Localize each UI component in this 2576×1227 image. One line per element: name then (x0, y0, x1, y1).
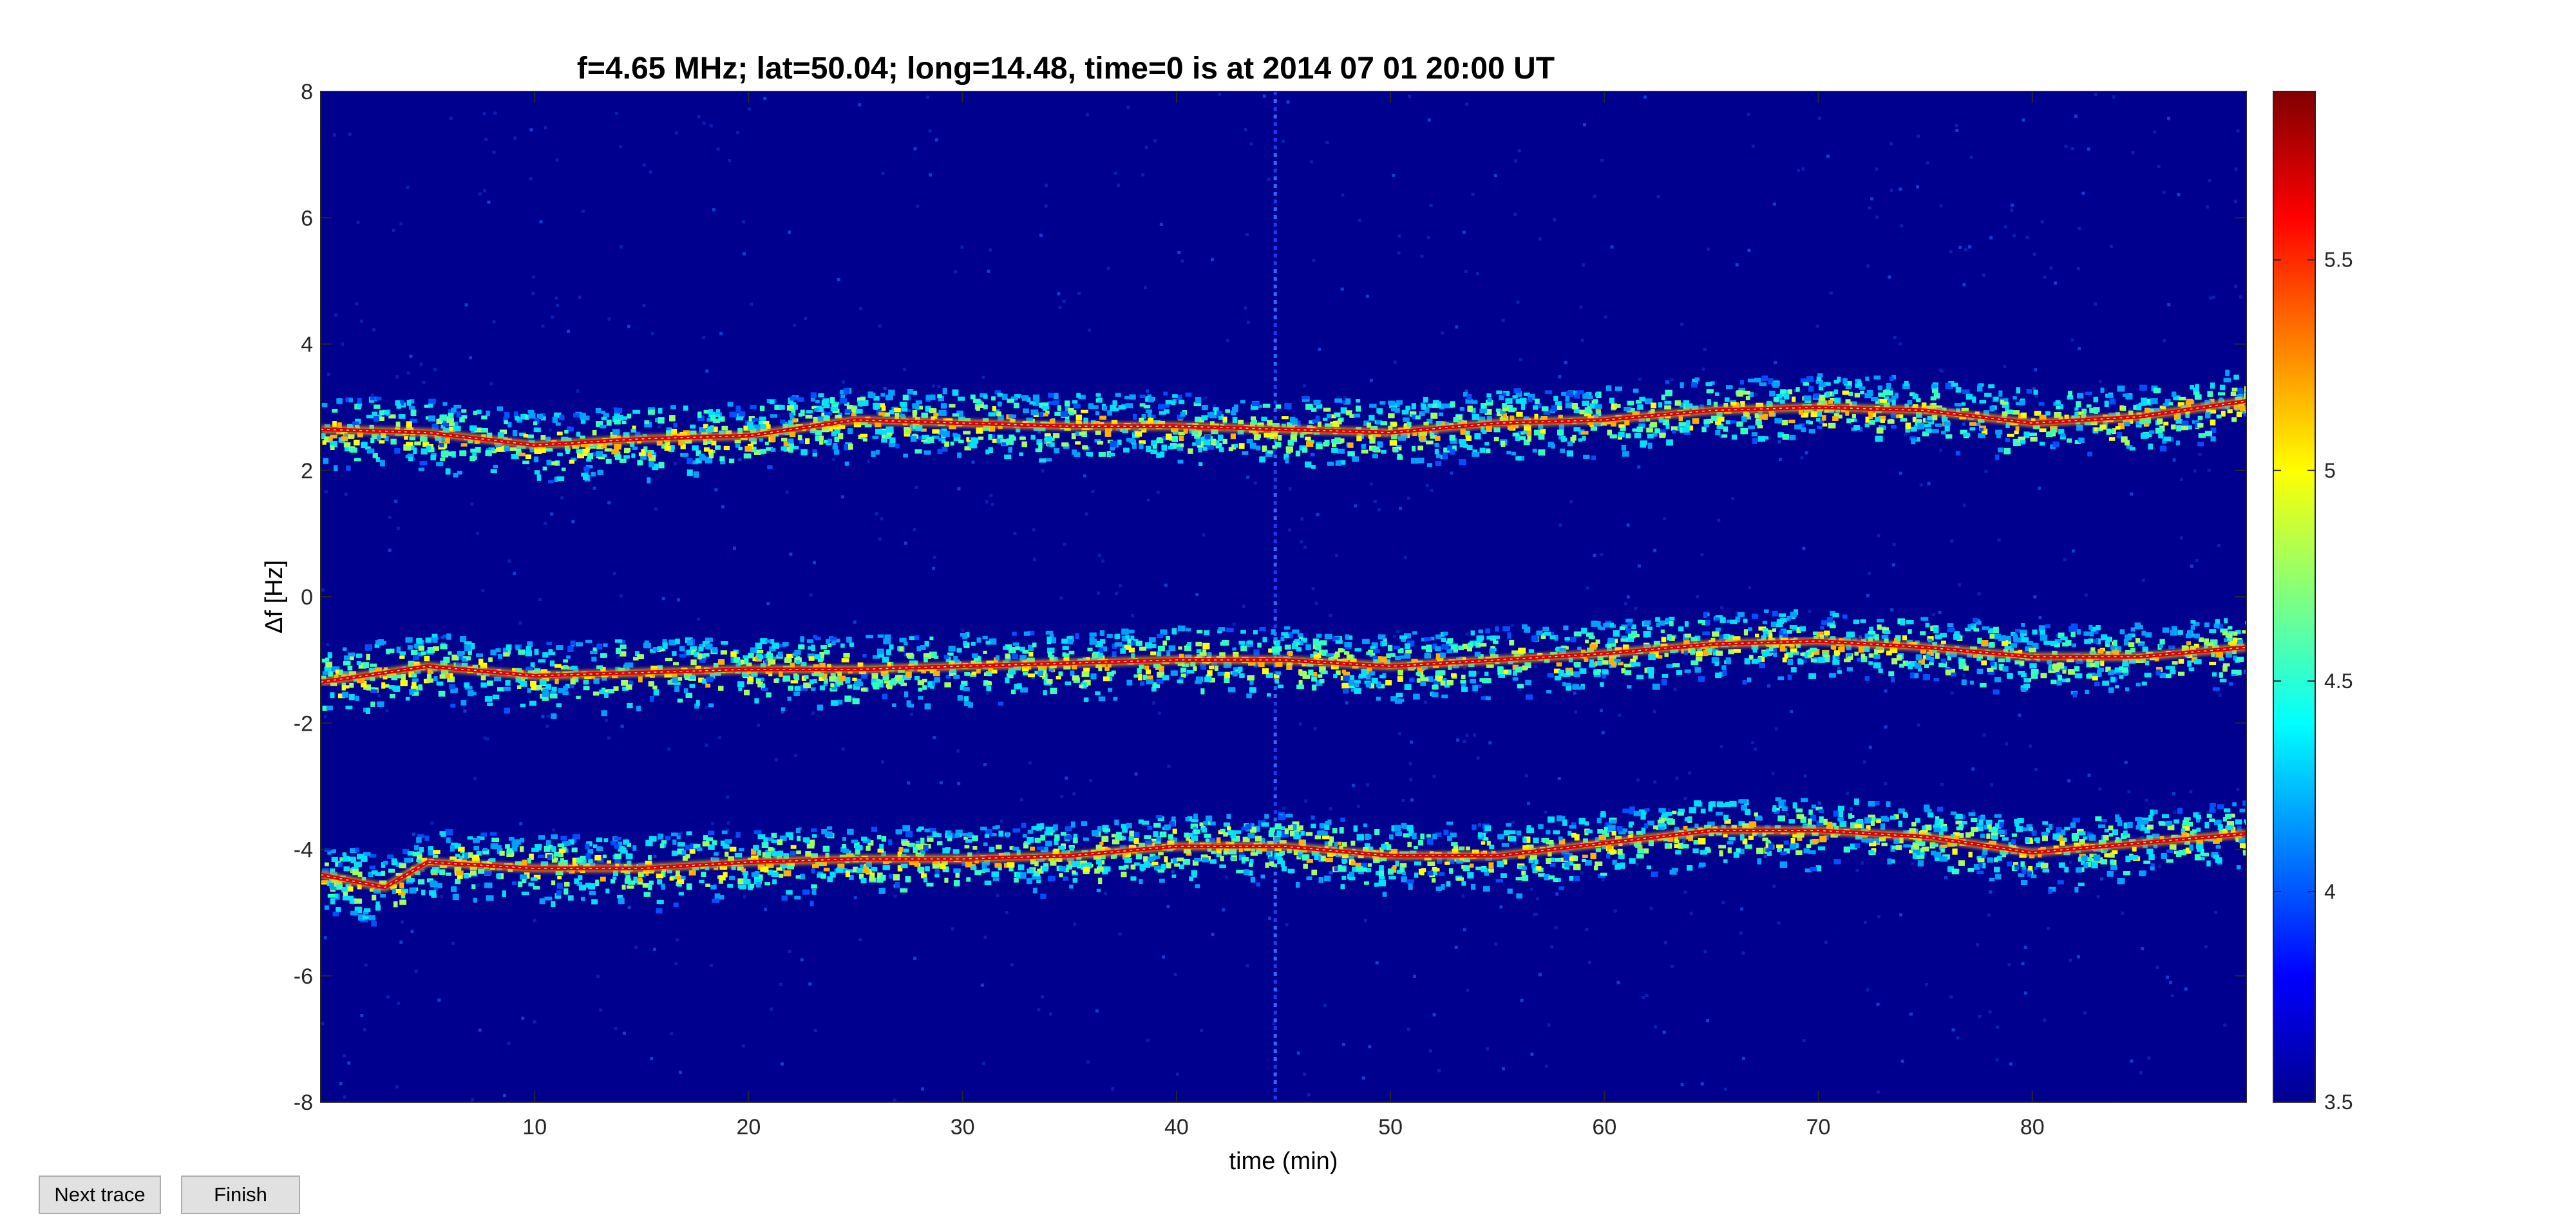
finish-button[interactable]: Finish (181, 1175, 300, 1214)
noise-speckle (321, 92, 2243, 1102)
y-tick-label: 4 (301, 333, 313, 357)
plot-background (321, 91, 2246, 1102)
next-trace-button[interactable]: Next trace (39, 1175, 161, 1214)
doppler-trace-3 (321, 797, 2246, 927)
x-tick-label: 80 (2020, 1115, 2045, 1139)
colorbar-axis: 5.5 5 4.5 4 3.5 (2273, 248, 2353, 1114)
y-tick-label: -2 (294, 711, 313, 736)
x-axis: 10 20 30 40 50 60 70 80 (522, 91, 2045, 1139)
x-axis-label: time (min) (1229, 1148, 1338, 1175)
y-tick-label: 8 (301, 80, 313, 104)
x-tick-label: 60 (1592, 1115, 1616, 1139)
y-tick-label: 2 (301, 459, 313, 483)
x-tick-label: 70 (1806, 1115, 1831, 1139)
x-tick-label: 40 (1164, 1115, 1189, 1139)
y-axis: 8 6 4 2 0 -2 -4 -6 -8 (294, 80, 2246, 1115)
y-tick-label: -6 (294, 964, 313, 989)
y-axis-label: Δf [Hz] (261, 560, 288, 633)
chart-title: f=4.65 MHz; lat=50.04; long=14.48, time=… (577, 52, 1555, 86)
colorbar-tick-label: 3.5 (2324, 1091, 2353, 1114)
doppler-trace-2 (321, 609, 2246, 719)
y-tick-label: -4 (294, 838, 313, 863)
colorbar-tick-label: 4.5 (2324, 670, 2353, 693)
colorbar (2273, 91, 2316, 1103)
plot-area (321, 91, 2246, 1102)
colorbar-tick-label: 4 (2324, 880, 2336, 903)
colorbar-tick-label: 5.5 (2324, 248, 2353, 272)
trace-ridge (321, 398, 2246, 447)
colorbar-tick-label: 5 (2324, 459, 2336, 482)
y-tick-label: 0 (301, 585, 313, 610)
vertical-artifact (1273, 91, 1277, 1100)
doppler-trace-1 (321, 368, 2246, 483)
x-tick-label: 50 (1378, 1115, 1403, 1139)
trace-fit-line (321, 640, 2246, 683)
trace-fit-line (321, 830, 2246, 888)
y-tick-label: 6 (301, 206, 313, 230)
x-tick-label: 10 (522, 1115, 547, 1139)
x-tick-label: 30 (951, 1115, 975, 1139)
y-tick-label: -8 (294, 1091, 313, 1115)
x-tick-label: 20 (737, 1115, 761, 1139)
